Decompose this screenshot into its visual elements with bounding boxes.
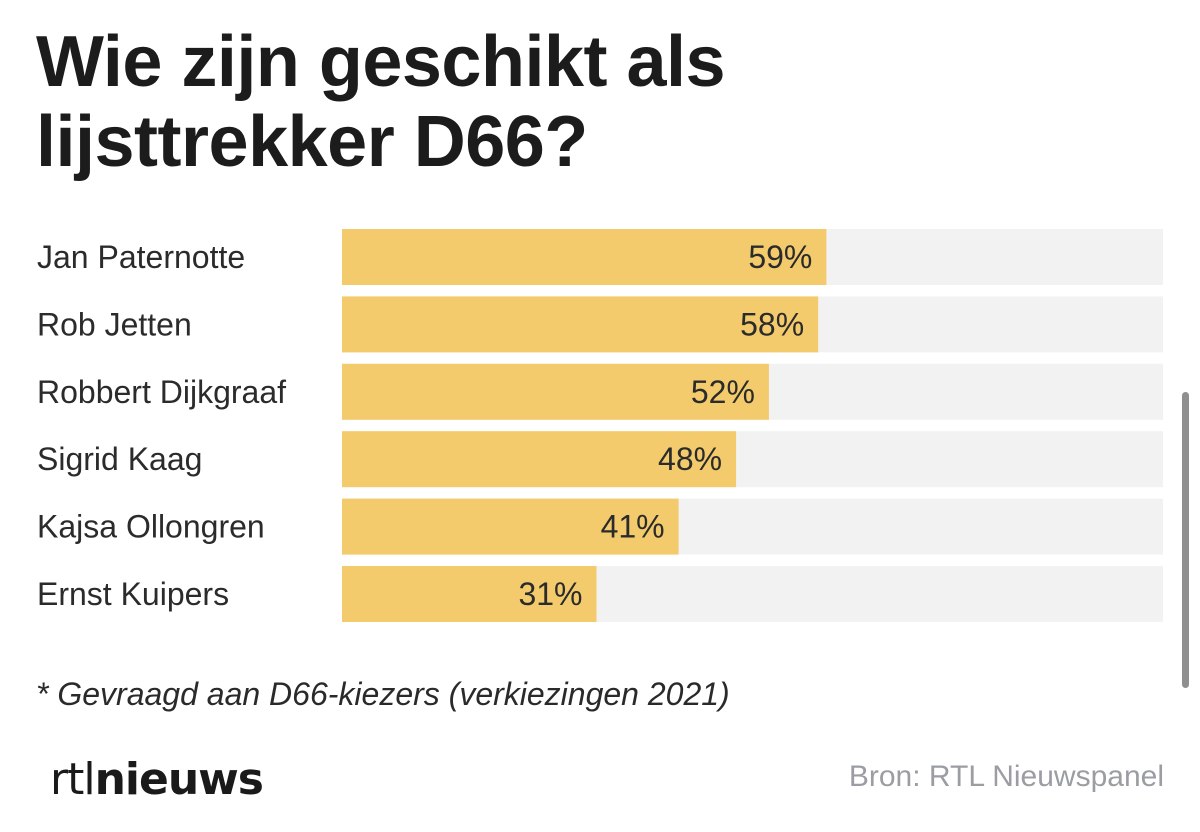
bar bbox=[342, 296, 819, 353]
data-label: 59% bbox=[748, 239, 812, 275]
bar bbox=[342, 229, 827, 285]
data-label: 58% bbox=[740, 306, 804, 342]
chart-title-line-2: lijsttrekker D66? bbox=[36, 102, 588, 182]
category-label: Sigrid Kaag bbox=[37, 441, 202, 477]
data-label: 48% bbox=[658, 441, 722, 477]
rtl-nieuws-logo: rtlnieuws bbox=[50, 752, 264, 808]
logo-light-part: rtl bbox=[50, 754, 96, 805]
category-label: Jan Paternotte bbox=[37, 239, 245, 275]
bar bbox=[342, 363, 769, 420]
scrollbar[interactable] bbox=[1182, 392, 1189, 688]
category-label: Ernst Kuipers bbox=[37, 576, 229, 612]
footnote: * Gevraagd aan D66-kiezers (verkiezingen… bbox=[36, 676, 730, 712]
chart-title-line-1: Wie zijn geschikt als bbox=[36, 22, 726, 102]
bar bbox=[342, 566, 597, 622]
data-label: 52% bbox=[691, 374, 755, 410]
bar bbox=[342, 431, 737, 488]
category-label: Rob Jetten bbox=[37, 306, 192, 342]
logo-bold-part: nieuws bbox=[94, 754, 264, 805]
data-label: 41% bbox=[601, 509, 665, 545]
bar bbox=[342, 498, 679, 555]
chart-title: Wie zijn geschikt als lijsttrekker D66? bbox=[36, 22, 1136, 182]
category-label: Robbert Dijkgraaf bbox=[37, 374, 286, 410]
data-label: 31% bbox=[518, 576, 582, 612]
source-label: Bron: RTL Nieuwspanel bbox=[848, 760, 1164, 793]
category-label: Kajsa Ollongren bbox=[37, 509, 265, 545]
